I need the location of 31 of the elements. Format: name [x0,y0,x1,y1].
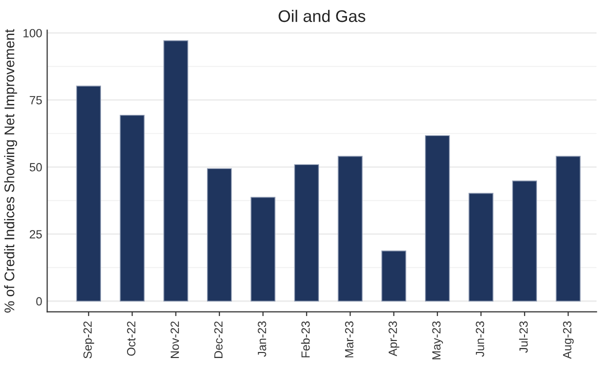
bar [468,192,494,302]
y-tick-label: 25 [30,230,42,238]
y-tick-label: 50 [30,163,42,172]
y-tick-label: 100 [24,28,42,38]
bar [424,135,450,302]
bar [206,168,232,302]
x-tick-label: Sep-22 [83,321,94,358]
x-tick-label: Jul-23 [519,321,528,353]
x-tick-label: Oct-22 [127,321,136,356]
bar [163,40,188,302]
x-tick-label: May-23 [432,321,443,360]
x-tick-label: Apr-23 [388,321,400,356]
bar [556,156,581,302]
chart-title: Oil and Gas [278,10,366,22]
x-tick-label: Mar-23 [345,321,354,358]
x-tick-label: Feb-23 [301,321,310,358]
bar [250,196,276,302]
x-tick-label: Nov-22 [170,321,179,358]
bar [76,86,102,302]
bar [381,250,406,302]
bar [120,114,145,302]
x-tick-label: Dec-22 [214,321,223,358]
x-tick-label: Aug-23 [563,321,574,359]
bar [294,164,320,302]
y-tick-label: 75 [30,96,42,104]
bar [338,156,363,302]
y-axis-title: % of Credit Indices Showing Net Improvement [4,29,18,313]
bar [512,180,537,302]
x-tick-label: Jun-23 [476,321,484,357]
y-tick-label: 0 [36,297,42,306]
x-tick-label: Jan-23 [258,321,266,357]
